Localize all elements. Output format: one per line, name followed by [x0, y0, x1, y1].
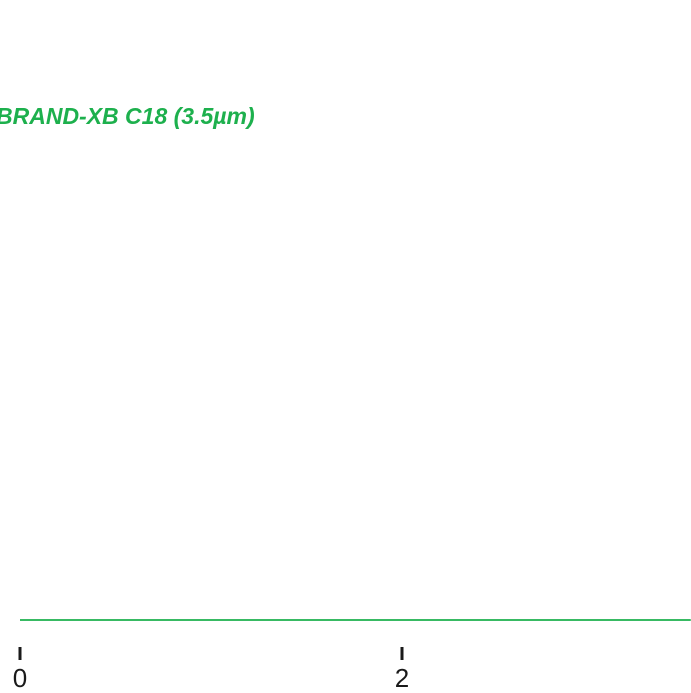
- x-axis: 0246min: [13, 647, 409, 693]
- x-tick-label: 2: [395, 663, 409, 693]
- chart-title: BRAND-XB C18 (3.5µm): [0, 103, 255, 129]
- x-tick-label: 0: [13, 663, 27, 693]
